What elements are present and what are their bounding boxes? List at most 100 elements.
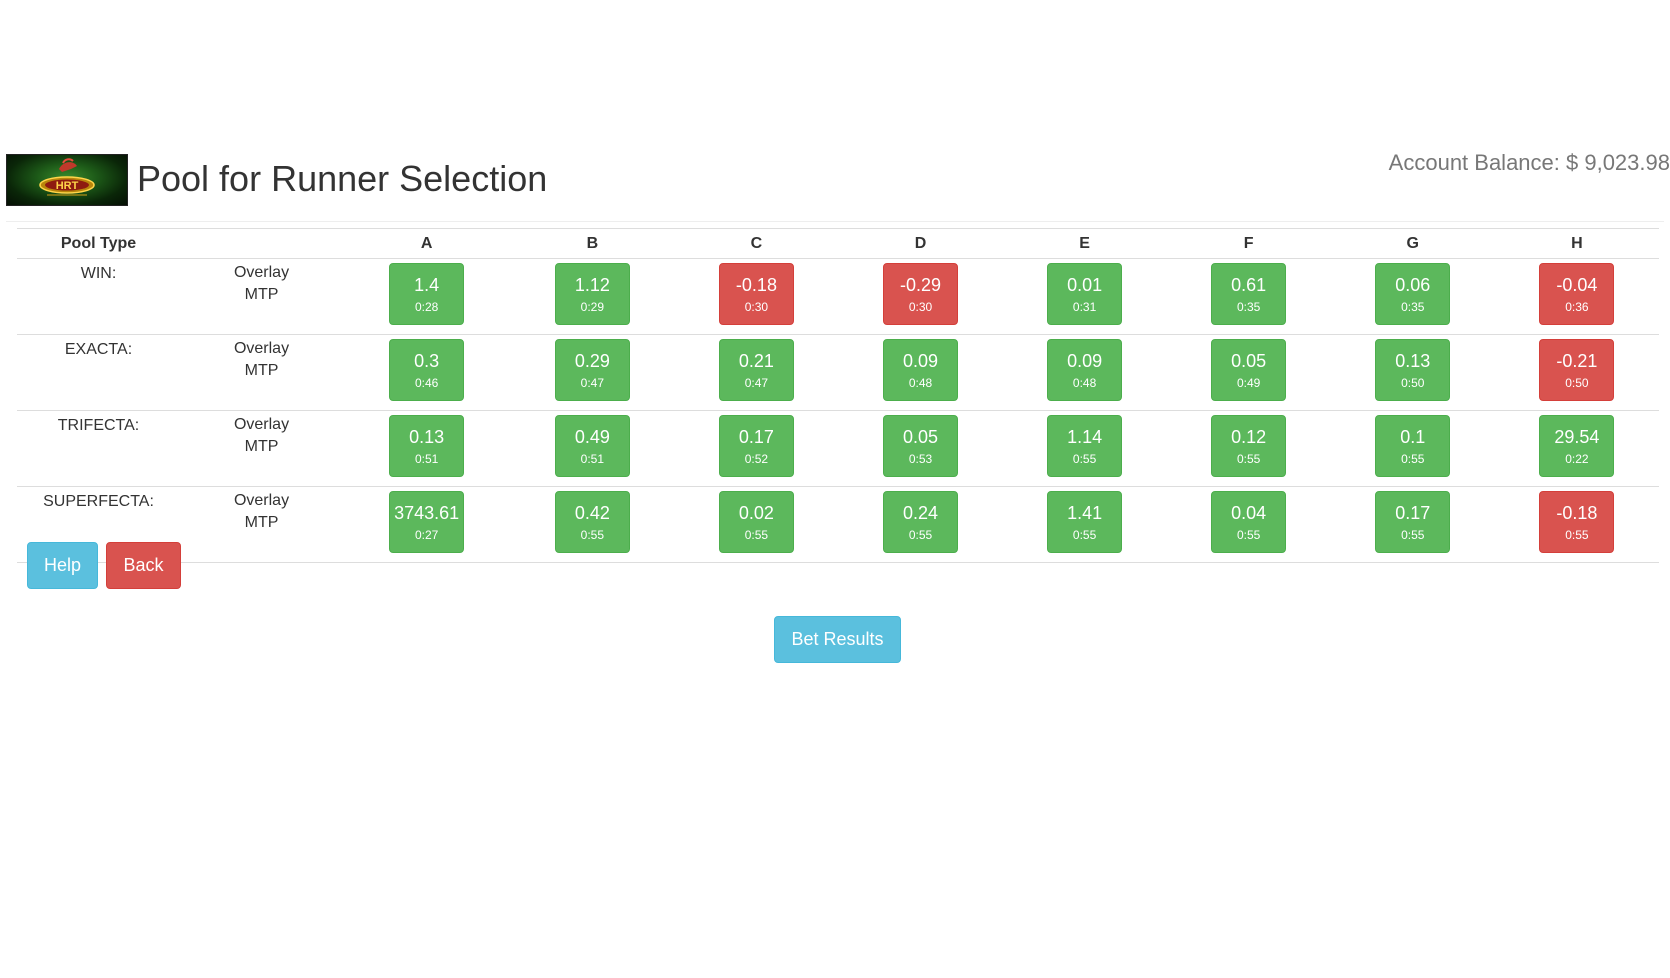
overlay-value: 0.13	[409, 427, 445, 447]
table-row: SUPERFECTA: Overlay MTP 3743.61 0:27 0.42 0:55…	[17, 486, 1659, 563]
overlay-button-a[interactable]: 3743.61 0:27	[389, 491, 465, 553]
overlay-button-g[interactable]: 0.06 0:35	[1375, 263, 1451, 325]
overlay-button-b[interactable]: 0.29 0:47	[554, 339, 630, 401]
overlay-value: 0.17	[738, 427, 774, 447]
mtp-value: 0:46	[414, 376, 439, 390]
overlay-value: 29.54	[1554, 427, 1600, 447]
overlay-value: 0.12	[1231, 427, 1267, 447]
overlay-button-c[interactable]: 0.02 0:55	[718, 491, 794, 553]
overlay-button-e[interactable]: 1.14 0:55	[1047, 415, 1123, 477]
mtp-value: 0:55	[1072, 452, 1097, 466]
overlay-value: 0.1	[1400, 427, 1426, 447]
overlay-button-a[interactable]: 0.13 0:51	[389, 415, 465, 477]
pool-cell: 1.41 0:55	[1002, 486, 1167, 563]
overlay-value: 1.14	[1067, 427, 1103, 447]
overlay-button-b[interactable]: 1.12 0:29	[554, 263, 630, 325]
overlay-button-b[interactable]: 0.42 0:55	[554, 491, 630, 553]
help-button[interactable]: Help	[27, 542, 98, 589]
overlay-value: 0.13	[1395, 351, 1431, 371]
pool-cell: 1.12 0:29	[510, 258, 675, 335]
pool-type-label: TRIFECTA:	[17, 410, 181, 487]
overlay-button-c[interactable]: 0.21 0:47	[718, 339, 794, 401]
overlay-button-f[interactable]: 0.61 0:35	[1211, 263, 1287, 325]
runner-header-h: H	[1494, 228, 1659, 259]
pool-cell: 0.61 0:35	[1166, 258, 1331, 335]
mtp-value: 0:55	[1401, 528, 1425, 542]
pool-type-label: WIN:	[17, 258, 181, 335]
overlay-value: 0.3	[414, 351, 440, 371]
overlay-button-f[interactable]: 0.12 0:55	[1211, 415, 1287, 477]
back-button[interactable]: Back	[106, 542, 181, 589]
pool-cell: 0.3 0:46	[343, 334, 511, 411]
mtp-value: 0:51	[580, 452, 605, 466]
overlay-button-h[interactable]: -0.18 0:55	[1539, 491, 1615, 553]
pool-cell: 0.12 0:55	[1166, 410, 1331, 487]
overlay-button-e[interactable]: 1.41 0:55	[1047, 491, 1123, 553]
runner-header-c: C	[674, 228, 839, 259]
overlay-button-e[interactable]: 0.01 0:31	[1047, 263, 1123, 325]
overlay-button-f[interactable]: 0.04 0:55	[1211, 491, 1287, 553]
overlay-button-g[interactable]: 0.17 0:55	[1375, 491, 1451, 553]
table-row: TRIFECTA: Overlay MTP 0.13 0:51 0.49 0:51 0.17 0…	[17, 410, 1659, 487]
mtp-value: 0:47	[744, 376, 769, 390]
overlay-button-h[interactable]: -0.21 0:50	[1539, 339, 1615, 401]
mtp-value: 0:53	[908, 452, 933, 466]
overlay-button-g[interactable]: 0.13 0:50	[1375, 339, 1451, 401]
mtp-value: 0:55	[580, 528, 605, 542]
overlay-value: 0.42	[574, 503, 610, 523]
pool-cell: 0.09 0:48	[838, 334, 1003, 411]
mtp-value: 0:47	[580, 376, 605, 390]
runner-header-e: E	[1002, 228, 1167, 259]
overlay-button-e[interactable]: 0.09 0:48	[1047, 339, 1123, 401]
pool-cell: 0.42 0:55	[510, 486, 675, 563]
mtp-value: 0:50	[1401, 376, 1425, 390]
pool-cell: 0.1 0:55	[1330, 410, 1495, 487]
pool-cell: 0.21 0:47	[674, 334, 839, 411]
mtp-value: 0:55	[744, 528, 769, 542]
overlay-button-h[interactable]: 29.54 0:22	[1539, 415, 1615, 477]
pool-table-body: WIN: Overlay MTP 1.4 0:28 1.12 0:29 -0.18 0:30 -0…	[17, 258, 1659, 563]
overlay-value: 0.24	[902, 503, 939, 523]
overlay-button-g[interactable]: 0.1 0:55	[1375, 415, 1451, 477]
mtp-value: 0:29	[580, 300, 605, 314]
overlay-button-d[interactable]: 0.09 0:48	[883, 339, 959, 401]
overlay-button-f[interactable]: 0.05 0:49	[1211, 339, 1287, 401]
overlay-button-a[interactable]: 1.4 0:28	[389, 263, 465, 325]
pool-cell: -0.04 0:36	[1494, 258, 1659, 335]
mtp-value: 0:35	[1236, 300, 1261, 314]
pool-cell: 0.17 0:52	[674, 410, 839, 487]
mtp-value: 0:30	[908, 300, 933, 314]
overlay-value: 0.21	[738, 351, 774, 371]
overlay-button-c[interactable]: -0.18 0:30	[718, 263, 794, 325]
mtp-label: MTP	[244, 438, 279, 455]
runner-header-b: B	[510, 228, 675, 259]
overlay-label: Overlay	[233, 340, 290, 357]
overlay-mtp-labels: Overlay MTP	[180, 334, 344, 411]
mtp-value: 0:30	[744, 300, 769, 314]
overlay-button-b[interactable]: 0.49 0:51	[554, 415, 630, 477]
table-row: EXACTA: Overlay MTP 0.3 0:46 0.29 0:47 0.21 0:47…	[17, 334, 1659, 411]
overlay-button-d[interactable]: 0.05 0:53	[883, 415, 959, 477]
pool-cell: -0.29 0:30	[838, 258, 1003, 335]
bet-results-button[interactable]: Bet Results	[774, 616, 901, 663]
pool-cell: 0.09 0:48	[1002, 334, 1167, 411]
overlay-button-a[interactable]: 0.3 0:46	[389, 339, 465, 401]
mtp-value: 0:50	[1565, 376, 1589, 390]
overlay-button-d[interactable]: 0.24 0:55	[883, 491, 959, 553]
mtp-value: 0:31	[1072, 300, 1097, 314]
mtp-value: 0:48	[1072, 376, 1097, 390]
overlay-mtp-labels: Overlay MTP	[180, 410, 344, 487]
overlay-button-h[interactable]: -0.04 0:36	[1539, 263, 1615, 325]
mtp-value: 0:55	[1236, 528, 1261, 542]
pool-cell: -0.21 0:50	[1494, 334, 1659, 411]
overlay-button-d[interactable]: -0.29 0:30	[883, 263, 959, 325]
mtp-value: 0:51	[414, 452, 439, 466]
overlay-value: 1.12	[574, 275, 610, 295]
pool-cell: 0.29 0:47	[510, 334, 675, 411]
overlay-label: Overlay	[233, 264, 290, 281]
overlay-button-c[interactable]: 0.17 0:52	[718, 415, 794, 477]
mtp-value: 0:55	[1565, 528, 1589, 542]
label-header	[180, 228, 344, 259]
